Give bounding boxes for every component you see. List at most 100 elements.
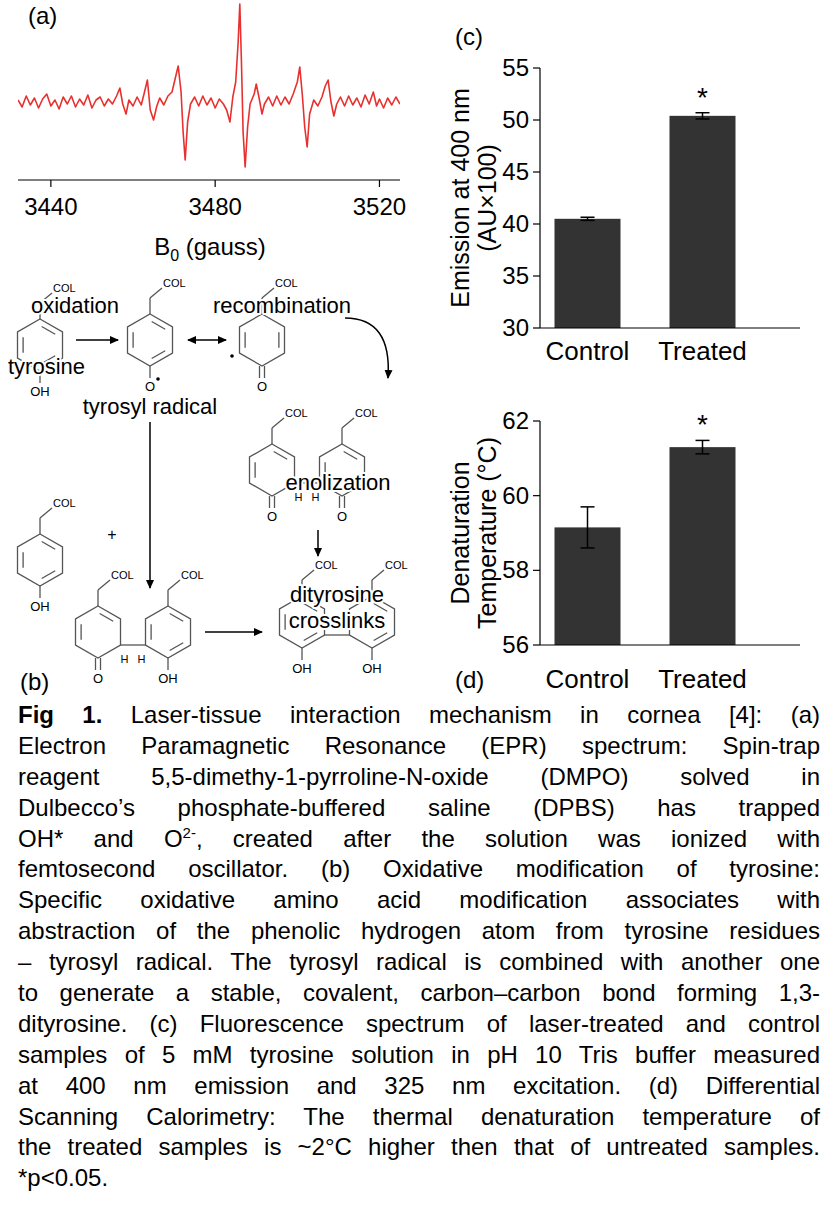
x-label-unit: (gauss)	[179, 233, 266, 260]
bar	[670, 447, 736, 645]
caption-line-text: dityrosine. (c) Fluorescence spectrum of…	[18, 1010, 820, 1037]
caption-bold: Fig 1.	[18, 701, 102, 728]
x-tick	[379, 180, 380, 187]
caption-text: to generate a stable, covalent, carbon–c…	[18, 979, 820, 1006]
panel-label: (a)	[28, 2, 57, 29]
y-tick-label: 56	[502, 631, 529, 658]
y-axis-label: Emission at 400 nm	[446, 88, 474, 308]
caption-line-text: Fig 1. Laser-tissue interaction mechanis…	[18, 701, 820, 728]
caption-line-text: reagent 5,5-dimethy-1-pyrroline-N-oxide …	[18, 763, 820, 790]
double-bond	[374, 633, 388, 641]
y-axis	[539, 421, 540, 645]
residue-label: COL	[355, 407, 378, 419]
ring	[76, 606, 121, 658]
caption-line: OH* and O2-, created after the solution …	[18, 824, 820, 855]
caption-line-text: Dulbecco’s phosphate-buffered saline (DP…	[18, 794, 820, 821]
species-label: tyrosine	[8, 354, 85, 379]
x-tick-label: Control	[546, 336, 630, 366]
y-tick	[533, 223, 540, 224]
y-tick	[533, 570, 540, 571]
double-bond	[254, 462, 255, 478]
error-bar-cap	[581, 547, 595, 549]
caption-line-text: the treated samples is ~2°C higher then …	[18, 1133, 820, 1160]
group-label: OH	[30, 599, 50, 614]
oxygen-bond	[301, 648, 302, 660]
group-label: O	[267, 509, 277, 524]
x-axis-label: B0 (gauss)	[154, 233, 266, 264]
double-bond	[100, 613, 114, 621]
radical-dot	[230, 354, 234, 358]
residue-label: COL	[181, 569, 204, 581]
y-tick	[533, 495, 540, 496]
caption-line: Specific oxidative amino acid modificati…	[18, 885, 820, 916]
error-bar-cap	[696, 118, 710, 120]
chain-bond	[98, 580, 110, 590]
arrow-recombination	[345, 318, 388, 378]
arrow-oxidation	[76, 339, 118, 341]
caption-line-text: at 400 nm emission and 325 nm excitation…	[18, 1072, 820, 1099]
group-label: O	[145, 379, 155, 394]
plot-area	[555, 440, 736, 645]
keto-bond	[259, 366, 260, 378]
chain-bond	[271, 428, 272, 444]
arrow-aromatization	[205, 631, 262, 633]
caption-line: Dulbecco’s phosphate-buffered saline (DP…	[18, 793, 820, 824]
x-tick-label: Control	[546, 664, 630, 694]
step-label: oxidation	[31, 293, 119, 318]
radical-dot	[156, 377, 160, 381]
caption-superscript: 2-	[183, 824, 196, 841]
spectrum-line	[18, 4, 400, 167]
caption-line-text: samples of 5 mM tyrosine solution in pH …	[18, 1041, 820, 1068]
caption-text: femtosecond oscillator. (b) Oxidative mo…	[18, 855, 820, 882]
caption-text: Electron Paramagnetic Resonance (EPR) sp…	[18, 732, 820, 759]
chain-bond	[39, 518, 40, 534]
caption-line: to generate a stable, covalent, carbon–c…	[18, 978, 820, 1009]
caption-text: *p<0.05.	[18, 1164, 108, 1191]
species-label: crosslinks	[289, 608, 386, 633]
caption-text: samples of 5 mM tyrosine solution in pH …	[18, 1041, 820, 1068]
caption-line: femtosecond oscillator. (b) Oxidative mo…	[18, 854, 820, 885]
bar	[670, 116, 736, 328]
double-bond	[304, 633, 318, 641]
error-bar	[581, 217, 595, 220]
group-label: OH	[362, 661, 382, 676]
step-label: enolization	[285, 470, 390, 495]
plot-area	[18, 4, 400, 167]
keto-bond	[344, 496, 345, 508]
caption-line-text: Electron Paramagnetic Resonance (EPR) sp…	[18, 732, 820, 759]
chain-bond	[372, 570, 384, 580]
panel-label: (b)	[20, 668, 49, 695]
oxygen-bond	[149, 366, 150, 378]
error-bar	[581, 507, 595, 548]
arrow-resonance	[188, 339, 226, 341]
error-bar-cap	[581, 220, 595, 222]
x-axis	[540, 327, 800, 328]
caption-line-text: OH* and O2-, created after the solution …	[18, 825, 820, 852]
y-tick-label: 40	[502, 210, 529, 237]
error-bar	[696, 440, 710, 453]
plot-area	[555, 113, 736, 328]
chain-bond	[302, 570, 314, 580]
error-bar-stem	[587, 507, 589, 548]
figure-panels: 344034803520B0 (gauss)(a)303540455055Con…	[0, 0, 838, 700]
group-label: OH	[30, 384, 50, 399]
panel-label: (d)	[455, 666, 484, 693]
chain-bond	[168, 580, 180, 590]
keto-bond	[269, 496, 270, 508]
caption-line: *p<0.05.	[18, 1163, 820, 1194]
arrow-addition	[149, 422, 151, 588]
bar	[555, 219, 621, 328]
double-bond	[150, 624, 151, 640]
double-bond	[170, 613, 184, 621]
caption-line: the treated samples is ~2°C higher then …	[18, 1132, 820, 1163]
keto-bond	[95, 658, 96, 670]
error-bar-stem	[702, 440, 704, 453]
chain-bond	[150, 288, 162, 298]
y-tick-label: 50	[502, 106, 529, 133]
error-bar-cap	[581, 506, 595, 508]
y-tick-label: 45	[502, 158, 529, 185]
residue-label: COL	[111, 569, 134, 581]
double-bond	[244, 332, 245, 348]
caption-line: samples of 5 mM tyrosine solution in pH …	[18, 1040, 820, 1071]
chain-bond	[342, 418, 354, 428]
